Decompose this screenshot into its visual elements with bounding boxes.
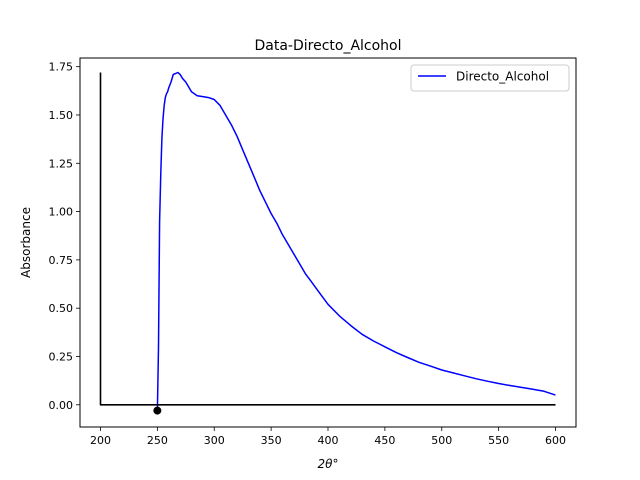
y-tick-label: 0.75 [49, 254, 74, 267]
marker-point-0 [153, 406, 162, 415]
y-axis-ticks: 0.00 0.25 0.50 0.75 1.00 1.25 1.50 1.75 [49, 61, 80, 412]
y-tick-label: 1.00 [49, 206, 74, 219]
x-tick-label: 250 [147, 434, 168, 447]
x-tick-label: 200 [90, 434, 111, 447]
x-tick-label: 450 [374, 434, 395, 447]
x-axis-label: 2θ° [318, 457, 339, 471]
y-tick-label: 0.25 [49, 350, 74, 363]
x-tick-label: 300 [204, 434, 225, 447]
series-line-directo-alcohol [156, 71, 556, 411]
axes-frame [79, 57, 577, 428]
y-tick-label: 0.50 [49, 302, 74, 315]
reference-axis-line [99, 72, 556, 406]
chart-title: Data-Directo_Alcohol [254, 38, 401, 54]
y-tick-label: 1.50 [49, 109, 74, 122]
y-tick-label: 1.75 [49, 61, 74, 74]
y-tick-label: 0.00 [49, 399, 74, 412]
y-tick-label: 1.25 [49, 157, 74, 170]
x-tick-label: 500 [431, 434, 452, 447]
legend-label-directo-alcohol: Directo_Alcohol [456, 70, 549, 84]
x-tick-label: 600 [545, 434, 566, 447]
legend-box [410, 64, 570, 92]
x-tick-label: 400 [318, 434, 339, 447]
x-axis-ticks: 200 250 300 350 400 450 500 550 600 [90, 427, 566, 447]
plot-area [99, 71, 556, 415]
x-tick-label: 550 [488, 434, 509, 447]
legend: Directo_Alcohol [410, 64, 570, 92]
x-tick-label: 350 [261, 434, 282, 447]
y-axis-label: Absorbance [19, 207, 33, 278]
